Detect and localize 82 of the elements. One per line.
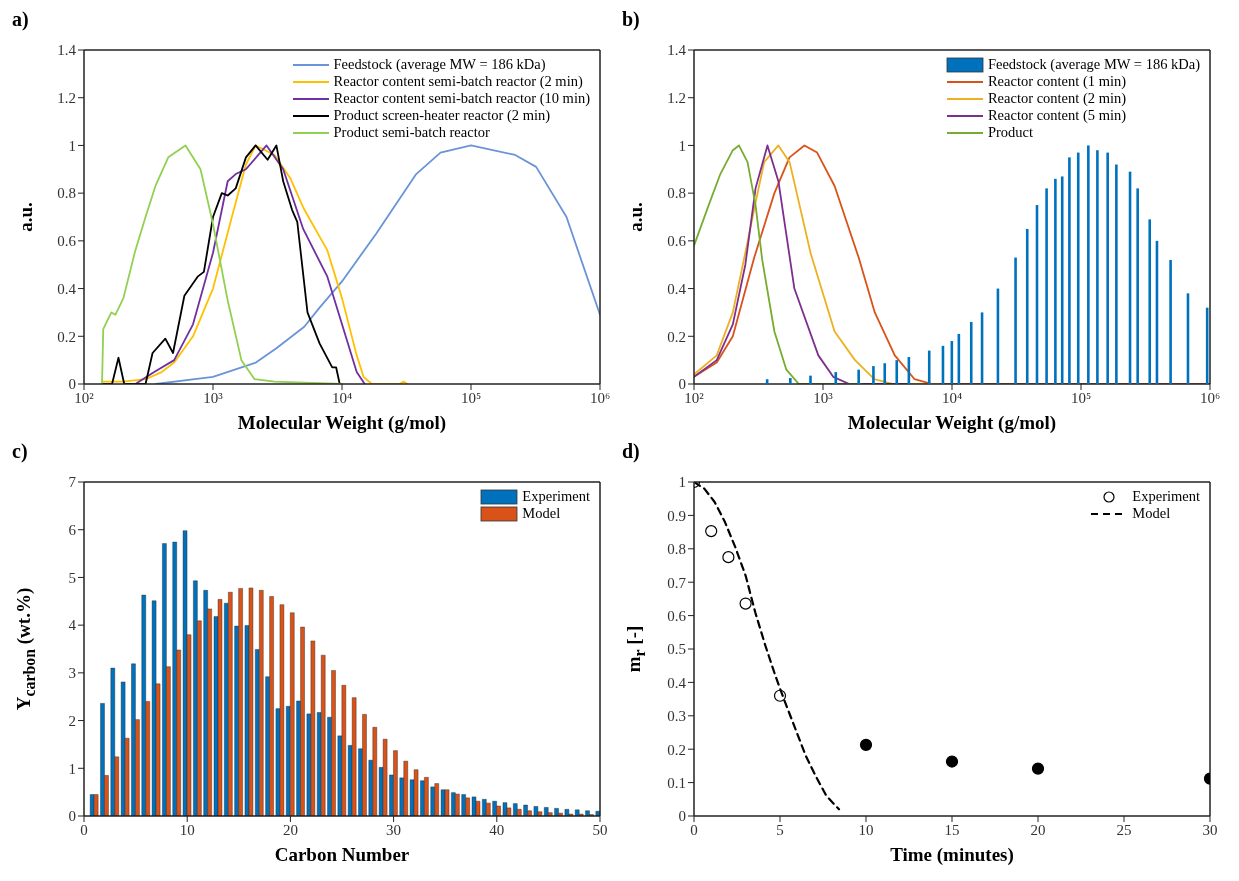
x-tick-label: 10³ xyxy=(203,389,224,406)
legend-label: Product xyxy=(987,124,1034,141)
x-tick-label: 30 xyxy=(386,821,402,838)
x-tick-label: 15 xyxy=(944,821,960,838)
legend-label: Reactor content (1 min) xyxy=(987,73,1127,90)
y-tick-label: 1 xyxy=(68,137,76,154)
y-tick-label: 0.2 xyxy=(667,741,686,758)
y-tick-label: 0 xyxy=(68,808,76,825)
y-tick-label: 0.6 xyxy=(667,607,687,624)
x-tick-label: 20 xyxy=(282,821,298,838)
x-tick-label: 0 xyxy=(690,821,698,838)
y-tick-label: 0.9 xyxy=(667,507,686,524)
legend-label: Product screen-heater reactor (2 min) xyxy=(333,107,551,124)
x-tick-label: 20 xyxy=(1030,821,1046,838)
x-tick-label: 10³ xyxy=(813,389,834,406)
y-tick-label: 1 xyxy=(68,760,76,777)
chart-title: a) xyxy=(12,8,29,31)
x-tick-label: 10² xyxy=(684,389,705,406)
chart-title: b) xyxy=(622,8,640,31)
y-tick-label: 2 xyxy=(68,712,76,729)
x-tick-label: 10⁴ xyxy=(331,389,353,406)
x-tick-label: 5 xyxy=(776,821,784,838)
legend-label: Model xyxy=(1132,505,1171,522)
y-tick-label: 6 xyxy=(68,522,77,539)
y-tick-label: 7 xyxy=(68,474,77,491)
x-tick-label: 25 xyxy=(1116,821,1132,838)
x-tick-label: 0 xyxy=(80,821,88,838)
y-tick-label: 0 xyxy=(678,376,686,393)
chart-title: c) xyxy=(12,440,28,463)
y-axis-title: a.u. xyxy=(15,202,37,232)
x-tick-label: 10 xyxy=(858,821,874,838)
x-tick-label: 10⁶ xyxy=(1199,389,1221,406)
y-tick-label: 1.2 xyxy=(57,90,76,107)
y-tick-label: 1.4 xyxy=(667,42,687,59)
y-tick-label: 0.4 xyxy=(667,280,687,297)
legend-label: Reactor content semi-batch reactor (10 min) xyxy=(333,90,590,107)
y-tick-label: 1 xyxy=(678,137,686,154)
y-tick-label: 0 xyxy=(68,376,76,393)
y-tick-label: 0.8 xyxy=(57,185,76,202)
y-tick-label: 0.8 xyxy=(667,541,686,558)
x-tick-label: 40 xyxy=(489,821,505,838)
y-tick-label: 1.2 xyxy=(667,90,686,107)
legend-label: Feedstock (average MW = 186 kDa) xyxy=(333,56,546,73)
x-tick-label: 10² xyxy=(74,389,95,406)
y-tick-label: 0.2 xyxy=(667,328,686,345)
y-tick-label: 0.7 xyxy=(667,574,687,591)
chart-title: d) xyxy=(622,440,640,463)
y-tick-label: 0.4 xyxy=(667,674,687,691)
y-tick-label: 0.5 xyxy=(667,641,686,658)
x-axis-title: Molecular Weight (g/mol) xyxy=(236,412,448,434)
y-tick-label: 4 xyxy=(68,617,77,634)
x-tick-label: 10⁵ xyxy=(460,389,482,406)
legend-label: Experiment xyxy=(1132,488,1200,505)
y-tick-label: 3 xyxy=(68,665,76,682)
x-axis-title: Carbon Number xyxy=(273,844,411,866)
x-tick-label: 10⁵ xyxy=(1070,389,1092,406)
x-axis-title: Molecular Weight (g/mol) xyxy=(846,412,1058,434)
y-tick-label: 5 xyxy=(68,569,76,586)
y-tick-label: 0.2 xyxy=(57,328,76,345)
x-axis-title: Time (minutes) xyxy=(889,844,1015,866)
x-tick-label: 10⁴ xyxy=(941,389,963,406)
x-tick-label: 10⁶ xyxy=(589,389,611,406)
legend-label: Reactor content semi-batch reactor (2 min) xyxy=(333,73,583,90)
y-tick-label: 0 xyxy=(678,808,686,825)
legend-label: Product semi-batch reactor xyxy=(333,124,490,141)
y-tick-label: 1.4 xyxy=(57,42,77,59)
x-tick-label: 50 xyxy=(592,821,608,838)
y-tick-label: 0.6 xyxy=(57,233,77,250)
x-tick-label: 30 xyxy=(1202,821,1218,838)
legend-label: Reactor content (2 min) xyxy=(987,90,1127,107)
x-tick-label: 10 xyxy=(179,821,195,838)
legend-label: Reactor content (5 min) xyxy=(987,107,1127,124)
y-tick-label: 0.3 xyxy=(667,708,686,725)
y-tick-label: 0.8 xyxy=(667,185,686,202)
legend-label: Experiment xyxy=(522,488,590,505)
y-tick-label: 0.6 xyxy=(667,233,687,250)
legend-label: Feedstock (average MW = 186 kDa) xyxy=(987,56,1200,73)
y-tick-label: 1 xyxy=(678,474,686,491)
y-axis-title: a.u. xyxy=(625,202,647,232)
legend-label: Model xyxy=(522,505,561,522)
y-tick-label: 0.1 xyxy=(667,774,686,791)
y-tick-label: 0.4 xyxy=(57,280,77,297)
